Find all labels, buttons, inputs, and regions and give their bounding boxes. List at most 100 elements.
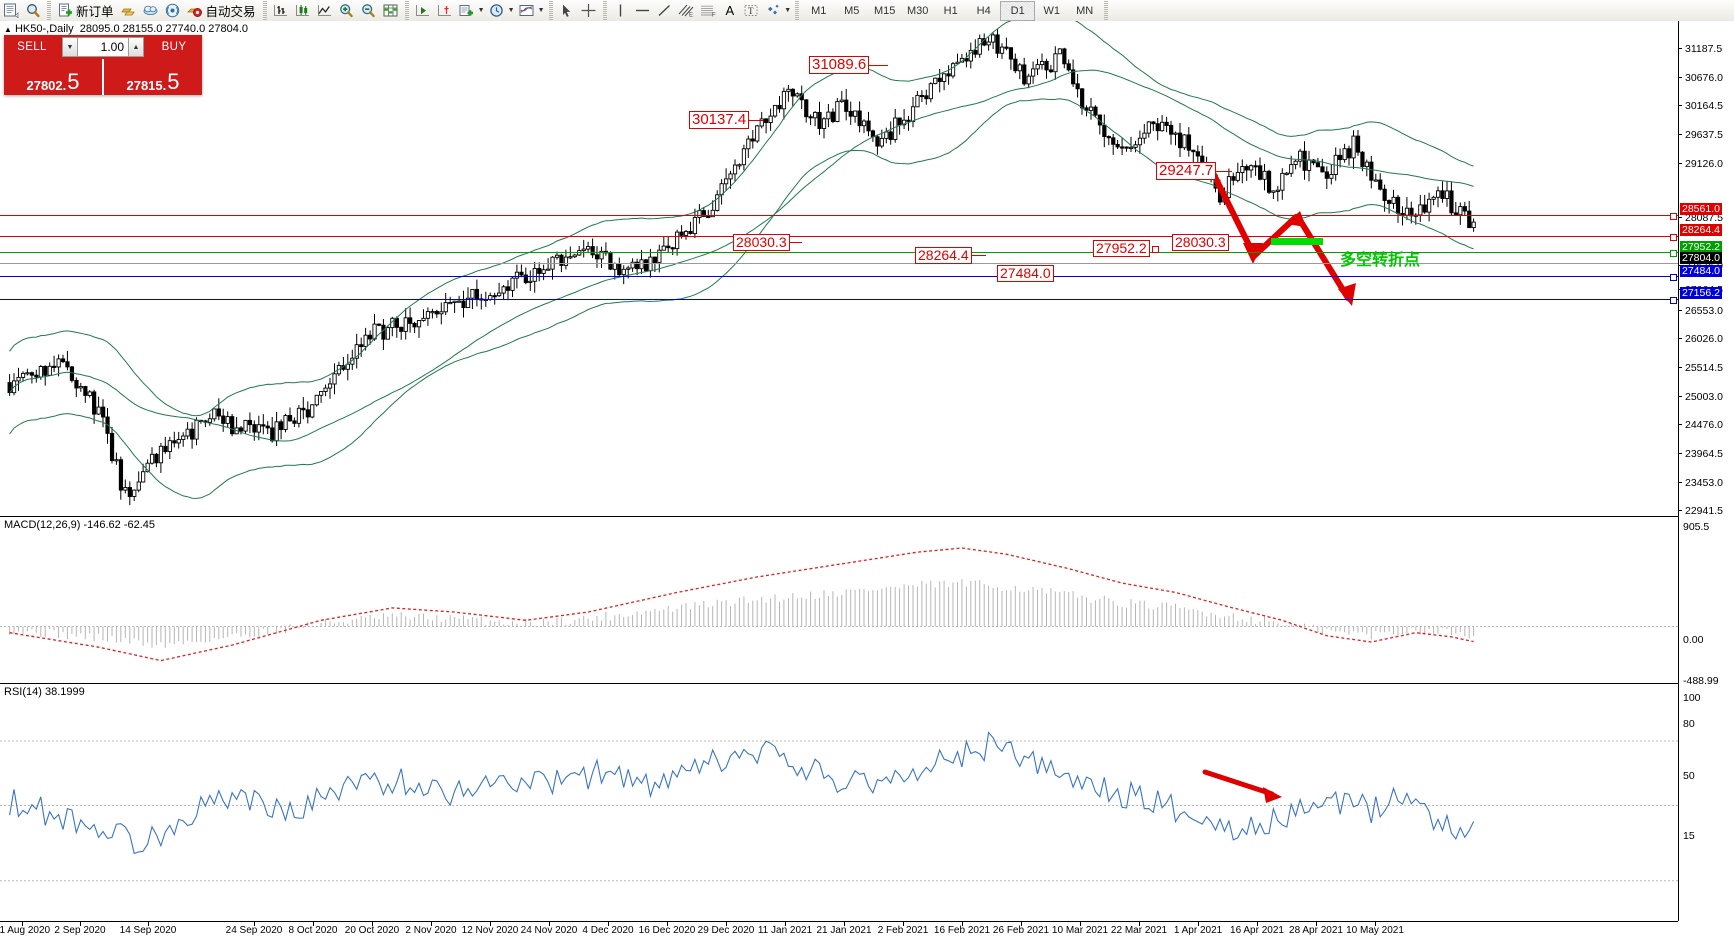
volume-value[interactable]: 1.00 xyxy=(78,37,128,57)
zoom-in-icon[interactable] xyxy=(336,1,358,20)
timeframe-d1[interactable]: D1 xyxy=(1000,0,1036,21)
support-zone-highlight[interactable] xyxy=(1271,238,1323,245)
annotation-turning-point[interactable]: 多空转折点 xyxy=(1340,250,1421,269)
price-level-label-28561-0[interactable]: 28561.0 xyxy=(1680,203,1722,215)
annotation-handle-27952[interactable] xyxy=(1152,246,1159,253)
price-axis[interactable]: 31187.5 30676.0 30164.5 29637.5 29126.0 28561… xyxy=(1678,21,1734,921)
time-tick-label: 14 Sep 2020 xyxy=(119,925,177,936)
text-icon[interactable]: A xyxy=(725,3,735,18)
volume-increment-button[interactable]: ▲ xyxy=(128,37,144,57)
new-order-label[interactable]: 新订单 xyxy=(76,5,114,19)
timeframe-m15[interactable]: M15 xyxy=(874,4,896,17)
timeframe-m1[interactable]: M1 xyxy=(811,4,827,17)
annotation-28030-right[interactable]: 28030.3 xyxy=(1172,234,1229,251)
candlestick-chart-icon[interactable] xyxy=(292,1,314,20)
timeframe-w1[interactable]: W1 xyxy=(1043,4,1060,17)
rsi-tick: 100 xyxy=(1683,692,1701,704)
price-pane[interactable]: ▲ HK50-,Daily 28095.0 28155.0 27740.0 27… xyxy=(0,21,1678,517)
signal-icon[interactable] xyxy=(162,1,184,20)
collapse-triangle-icon: ▲ xyxy=(4,25,12,34)
level-line-27156[interactable] xyxy=(0,299,1678,300)
fibonacci-icon[interactable]: F xyxy=(698,1,720,20)
new-order-icon[interactable] xyxy=(54,1,76,20)
autotrading-label[interactable]: 自动交易 xyxy=(205,5,256,19)
chart-shift-icon[interactable] xyxy=(434,1,456,20)
time-tick-label: 21 Jan 2021 xyxy=(816,925,872,936)
level-line-28264[interactable] xyxy=(0,236,1678,237)
time-tick-label: 4 Dec 2020 xyxy=(582,925,634,936)
autoscroll-icon[interactable] xyxy=(412,1,434,20)
annotation-31089[interactable]: 31089.6 xyxy=(809,56,870,74)
gold-bars-icon[interactable] xyxy=(118,1,140,20)
symbol-period-label: HK50-,Daily xyxy=(14,23,74,35)
buy-price-integer: 27815 xyxy=(126,78,163,93)
macd-pane[interactable]: MACD(12,26,9) -146.62 -62.45 xyxy=(0,517,1678,684)
templates-dropdown-caret[interactable]: ▼ xyxy=(537,7,545,14)
price-level-label-28264-4[interactable]: 28264.4 xyxy=(1680,224,1722,236)
price-level-label-27952-2[interactable]: 27952.2 xyxy=(1680,241,1722,253)
timeframe-mn[interactable]: MN xyxy=(1076,4,1094,17)
time-tick xyxy=(148,922,149,926)
equidistant-channel-icon[interactable]: E xyxy=(676,1,698,20)
shapes-dropdown-caret[interactable]: ▼ xyxy=(784,7,792,14)
rsi-pane[interactable]: RSI(14) 38.1999 xyxy=(0,684,1678,921)
time-tick-label: 20 Oct 2020 xyxy=(344,925,400,936)
one-click-trading-panel[interactable]: SELL ▼ 1.00 ▲ BUY 27802 . 5 27815 . 5 xyxy=(4,35,202,95)
timeframe-m5[interactable]: M5 xyxy=(844,4,860,17)
level-handle-27156[interactable] xyxy=(1670,297,1677,304)
level-line-28561[interactable] xyxy=(0,215,1678,216)
zoom-out-icon[interactable] xyxy=(358,1,380,20)
time-tick xyxy=(844,922,845,926)
time-tick-label: 1 Apr 2021 xyxy=(1173,925,1223,936)
timeframe-m30[interactable]: M30 xyxy=(907,4,929,17)
price-tick: 26026.0 xyxy=(1679,333,1734,345)
annotation-30137[interactable]: 30137.4 xyxy=(689,111,750,129)
templates-icon[interactable] xyxy=(516,1,538,20)
trendline-icon[interactable] xyxy=(654,1,676,20)
horizontal-line-icon[interactable] xyxy=(632,1,654,20)
new-window-icon[interactable] xyxy=(0,1,22,20)
annotation-27484[interactable]: 27484.0 xyxy=(997,265,1054,282)
price-level-label-27484-0[interactable]: 27484.0 xyxy=(1680,265,1722,277)
price-tick: 31187.5 xyxy=(1679,43,1734,55)
level-handle-27952[interactable] xyxy=(1670,250,1677,257)
sell-price-button[interactable]: 27802 . 5 xyxy=(4,59,102,95)
cursor-arrow-icon[interactable] xyxy=(556,1,578,20)
level-line-27484[interactable] xyxy=(0,276,1678,277)
annotation-27952[interactable]: 27952.2 xyxy=(1093,240,1150,257)
annotation-29247[interactable]: 29247.7 xyxy=(1156,162,1217,180)
volume-decrement-button[interactable]: ▼ xyxy=(62,37,78,57)
buy-price-button[interactable]: 27815 . 5 xyxy=(104,59,202,95)
autotrading-icon[interactable] xyxy=(184,1,206,20)
level-handle-27484[interactable] xyxy=(1670,274,1677,281)
period-dropdown-caret[interactable]: ▼ xyxy=(507,7,515,14)
level-handle-28264[interactable] xyxy=(1670,234,1677,241)
timeframe-h4[interactable]: H4 xyxy=(976,4,991,17)
search-icon[interactable] xyxy=(22,1,44,20)
data-window-icon[interactable] xyxy=(380,1,402,20)
period-clock-icon[interactable] xyxy=(486,1,508,20)
buy-button-label[interactable]: BUY xyxy=(161,41,187,53)
annotation-28264[interactable]: 28264.4 xyxy=(915,247,972,264)
vertical-line-icon[interactable] xyxy=(610,1,632,20)
line-chart-icon[interactable] xyxy=(314,1,336,20)
volume-stepper[interactable]: ▼ 1.00 ▲ xyxy=(62,37,144,57)
text-label-icon[interactable]: T xyxy=(740,1,762,20)
bar-chart-icon[interactable] xyxy=(270,1,292,20)
crosshair-icon[interactable] xyxy=(578,1,600,20)
level-line-27952[interactable] xyxy=(0,252,1678,253)
cloud-icon[interactable] xyxy=(140,1,162,20)
price-level-label-27804-0[interactable]: 27804.0 xyxy=(1680,252,1722,264)
shapes-icon[interactable] xyxy=(762,1,784,20)
indicators-icon[interactable] xyxy=(456,1,478,20)
sell-button-label[interactable]: SELL xyxy=(17,41,47,53)
svg-text:F: F xyxy=(712,13,716,18)
indicators-dropdown-caret[interactable]: ▼ xyxy=(477,7,485,14)
timeframe-h1[interactable]: H1 xyxy=(943,4,958,17)
level-handle-28561[interactable] xyxy=(1670,213,1677,220)
price-level-label-27156-2[interactable]: 27156.2 xyxy=(1680,287,1722,299)
sell-price-dot: . xyxy=(62,78,67,93)
time-tick xyxy=(962,922,963,926)
annotation-28030-left[interactable]: 28030.3 xyxy=(733,234,790,251)
